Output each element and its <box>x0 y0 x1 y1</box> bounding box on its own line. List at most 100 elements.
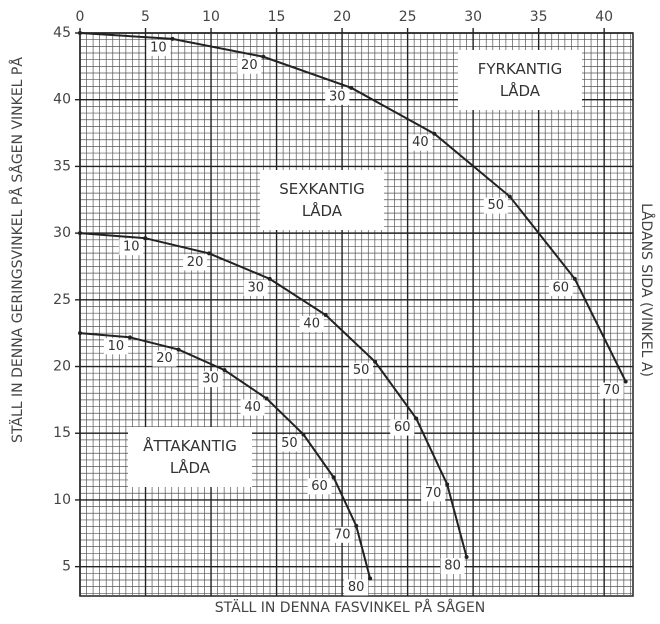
point-label-bg <box>277 435 302 452</box>
x-tick-label: 35 <box>530 9 548 25</box>
x-axis-label: STÄLL IN DENNA FASVINKEL PÅ SÅGEN <box>215 598 485 616</box>
point <box>623 379 628 384</box>
point <box>78 231 82 236</box>
point <box>507 194 512 199</box>
point <box>432 131 437 136</box>
point-label: 50 <box>281 436 298 451</box>
point <box>323 313 328 318</box>
y-tick-label: 10 <box>53 492 71 508</box>
point-label-bg <box>408 134 433 151</box>
point <box>143 236 148 241</box>
point-label: 40 <box>244 400 261 415</box>
point-label-bg <box>421 485 446 502</box>
series-label: FYRKANTIG LÅDA <box>478 60 562 100</box>
point-label-bg <box>152 350 177 367</box>
point-label-bg <box>146 39 171 56</box>
point-label: 70 <box>425 486 442 501</box>
point-label-bg <box>325 88 350 105</box>
y-tick-label: 40 <box>53 92 71 108</box>
point-label: 40 <box>303 317 320 332</box>
point-label-bg <box>344 579 369 596</box>
y2-axis-label: LÅDANS SIDA (VINKEL A) <box>638 203 655 377</box>
point-label: 70 <box>603 383 620 398</box>
point-label: 10 <box>108 339 125 354</box>
point <box>264 396 269 401</box>
point <box>464 555 469 560</box>
point <box>414 416 419 421</box>
point-label-bg <box>548 279 573 296</box>
y-tick-label: 45 <box>53 25 71 41</box>
point <box>368 576 373 581</box>
point-label: 20 <box>187 255 204 270</box>
point-label-bg <box>599 382 624 399</box>
y-tick-label: 30 <box>53 225 71 241</box>
point <box>349 85 354 90</box>
point-label-bg <box>240 399 265 416</box>
point <box>78 31 82 35</box>
point-label-bg <box>103 338 128 355</box>
point-label: 80 <box>348 580 365 595</box>
point-label: 30 <box>329 89 346 104</box>
box-label-bg <box>260 170 384 230</box>
box-label-bg <box>128 427 252 487</box>
point-label: 40 <box>412 135 429 150</box>
point <box>222 368 227 373</box>
point-label-bg <box>237 57 262 74</box>
y-tick-label: 20 <box>53 359 71 375</box>
x-tick-label: 5 <box>141 9 150 25</box>
point <box>207 251 212 256</box>
point-label-bg <box>299 316 324 333</box>
box-label-bg <box>458 50 582 110</box>
series-label: ÅTTAKANTIG LÅDA <box>143 436 237 477</box>
x-tick-label: 25 <box>399 9 417 25</box>
point-label-bg <box>307 478 332 495</box>
point-label-bg <box>390 419 415 436</box>
x-tick-label: 40 <box>595 9 613 25</box>
y-axis-label: STÄLL IN DENNA GERINGSVINKEL PÅ SÅGEN VI… <box>8 57 26 443</box>
point-label: 30 <box>247 280 264 295</box>
point <box>267 276 272 281</box>
x-tick-label: 30 <box>464 9 482 25</box>
y-tick-label: 35 <box>53 158 71 174</box>
point-label: 60 <box>394 420 411 435</box>
point-label-bg <box>349 362 374 379</box>
point <box>572 276 577 281</box>
point-label-bg <box>440 558 465 575</box>
point-label: 80 <box>444 559 461 574</box>
point-label-bg <box>483 197 508 214</box>
point-label-bg <box>330 526 355 543</box>
y-tick-label: 15 <box>53 425 71 441</box>
x-tick-label: 10 <box>202 9 220 25</box>
point <box>445 482 450 487</box>
plot-area <box>79 32 634 597</box>
point-label-bg <box>198 371 223 388</box>
point <box>373 359 378 364</box>
point-label: 60 <box>553 280 570 295</box>
point-label-bg <box>119 239 144 256</box>
point-label: 10 <box>123 240 140 255</box>
point-label: 60 <box>311 479 328 494</box>
point-label-bg <box>183 254 208 271</box>
point <box>170 36 175 41</box>
x-tick-label: 15 <box>268 9 286 25</box>
point <box>261 54 266 59</box>
y-tick-label: 5 <box>62 559 71 575</box>
series-label: SEXKANTIG LÅDA <box>279 180 365 220</box>
point-label: 10 <box>150 40 167 55</box>
y-tick-label: 25 <box>53 292 71 308</box>
point-label: 20 <box>241 58 258 73</box>
point-label: 70 <box>334 527 351 542</box>
point-label: 20 <box>156 351 173 366</box>
x-tick-label: 20 <box>333 9 351 25</box>
point-label: 30 <box>202 372 219 387</box>
point <box>301 432 306 437</box>
point-label: 50 <box>353 363 370 378</box>
point-label-bg <box>243 279 268 296</box>
point <box>127 335 132 340</box>
x-tick-label: 0 <box>76 9 85 25</box>
point-label: 50 <box>488 198 505 213</box>
curve <box>79 32 627 382</box>
point <box>176 347 181 352</box>
point <box>354 523 359 528</box>
